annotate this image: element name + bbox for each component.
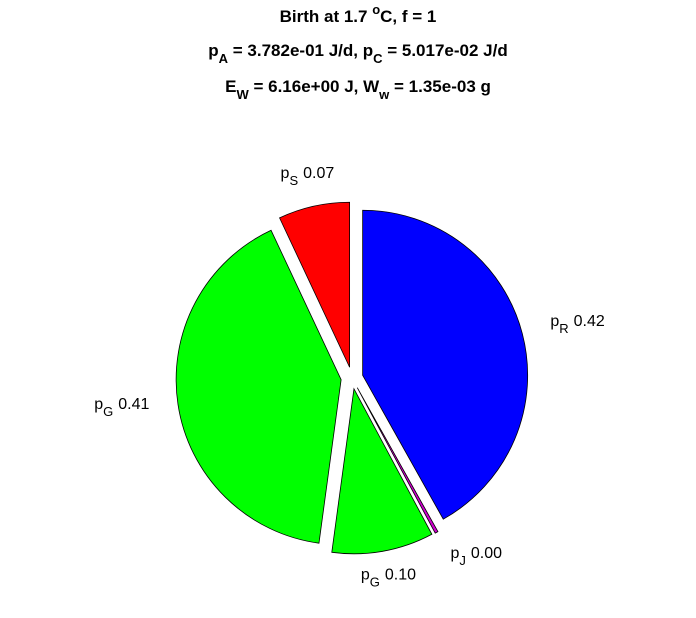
title-part: = 1.35e-03 g [389,77,491,96]
title-part: = 6.16e+00 J, W [249,77,380,96]
title-part: A [219,51,229,66]
title-part: = 3.782e-01 J/d, p [228,41,373,60]
pie-slice [279,201,351,368]
title-part: C [373,51,383,66]
label-sub: S [289,173,298,188]
pie-slice [362,209,528,520]
title-part: = 5.017e-02 J/d [383,41,508,60]
title-part: C, f = 1 [380,7,436,26]
label-value: 0.42 [574,313,605,330]
label-value: 0.07 [303,165,334,182]
chart-title: pA = 3.782e-01 J/d, pC = 5.017e-02 J/d [208,41,507,66]
label-name: p [550,313,559,330]
label-sub: G [370,575,380,590]
slice-label: pG 0.10 [361,567,416,590]
chart-title: Birth at 1.7 oC, f = 1 [280,2,437,26]
slice-label: pS 0.07 [281,165,335,188]
title-part: Birth at 1.7 [280,7,373,26]
chart-title: EW = 6.16e+00 J, Ww = 1.35e-03 g [225,77,491,102]
label-name: p [450,545,459,562]
pie-slice [356,387,439,534]
label-name: p [94,396,103,413]
label-value: 0.41 [118,396,149,413]
title-part: W [236,87,249,102]
title-part: o [372,2,380,17]
title-part: p [208,41,218,60]
title-part: w [378,87,390,102]
label-name: p [281,165,290,182]
label-name: p [361,567,370,584]
slice-label: pG 0.41 [94,396,149,419]
label-sub: R [559,321,568,336]
label-value: 0.00 [471,545,502,562]
slice-label: pR 0.42 [550,313,605,336]
pie-slice [331,387,433,555]
label-value: 0.10 [385,567,416,584]
slice-label: pJ 0.00 [450,545,502,568]
title-part: E [225,77,236,96]
pie-slice [175,229,342,544]
label-sub: G [103,404,113,419]
label-sub: J [459,553,466,568]
